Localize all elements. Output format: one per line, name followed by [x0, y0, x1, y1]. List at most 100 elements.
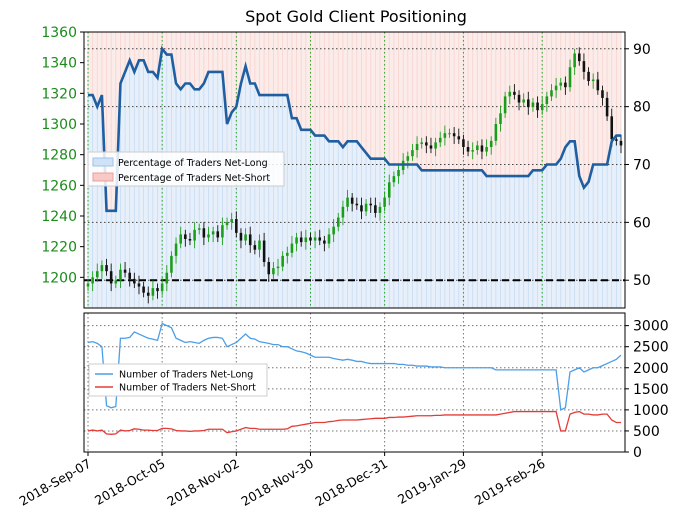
candle-body [165, 272, 169, 284]
candle-body [591, 79, 595, 82]
candle-body [244, 234, 247, 241]
candle-body [193, 229, 196, 241]
candle-body [197, 228, 201, 230]
candle-body [406, 156, 410, 161]
candle-body [545, 96, 549, 105]
candle-body [360, 205, 363, 212]
candle-body [415, 143, 419, 151]
left-tick-label: 1220 [41, 240, 77, 256]
candle-body [258, 240, 261, 250]
candle-body [508, 91, 512, 97]
x-tick-label: 2019-Feb-26 [472, 456, 548, 508]
candle-body [91, 277, 94, 284]
candle-body [146, 292, 150, 296]
candle-body [323, 240, 326, 244]
candle-body [109, 271, 113, 284]
x-tick-label: 2018-Nov-02 [164, 456, 241, 509]
candle-body [230, 219, 233, 223]
candle-body [480, 145, 484, 152]
top-legend-label: Percentage of Traders Net-Long [118, 158, 268, 169]
candle-body [128, 272, 131, 279]
right-tick-label: 60 [633, 215, 651, 231]
candle-body [86, 283, 90, 287]
candle-body [304, 237, 308, 243]
candle-body [369, 203, 373, 206]
right-tick-label: 90 [633, 42, 651, 58]
candle-body [499, 113, 502, 124]
net-short-area [88, 32, 621, 211]
candle-body [615, 139, 618, 141]
candle-body [355, 203, 359, 206]
candle-body [248, 234, 252, 246]
right-tick-label: 70 [633, 158, 651, 174]
candle-body [536, 102, 539, 111]
candle-body [374, 205, 377, 213]
right-tick-label: 2500 [633, 340, 669, 356]
candle-body [364, 203, 368, 212]
candle-body [476, 145, 479, 151]
candle-body [383, 197, 386, 207]
candle-body [202, 228, 206, 238]
candle-body [582, 61, 586, 72]
left-tick-label: 1280 [41, 148, 77, 164]
candle-body [313, 237, 317, 241]
candle-body [494, 124, 498, 141]
net-long-area [88, 48, 621, 308]
candle-body [100, 265, 104, 272]
candle-body [267, 262, 271, 275]
candle-body [281, 255, 284, 267]
candle-body [531, 102, 535, 108]
candle-body [221, 225, 224, 238]
net-long-count-line [87, 322, 622, 411]
candle-body [420, 142, 423, 144]
candle-body [156, 288, 159, 292]
candle-body [160, 283, 164, 292]
bottom-legend-label: Number of Traders Net-Long [119, 370, 253, 381]
bottom-plot-frame [83, 312, 626, 453]
candle-body [587, 71, 590, 82]
left-tick-label: 1240 [41, 209, 77, 225]
candle-body [457, 136, 461, 140]
candle-body [503, 96, 507, 114]
left-tick-label: 1340 [41, 56, 77, 72]
candle-body [327, 234, 331, 244]
candle-body [123, 269, 127, 273]
candle-body [318, 237, 322, 241]
candle-body [522, 99, 525, 103]
x-tick-label: 2018-Dec-31 [313, 456, 391, 509]
candle-body [443, 133, 447, 138]
candle-body [378, 206, 382, 213]
candle-body [397, 170, 400, 177]
x-tick-label: 2018-Oct-05 [92, 456, 168, 508]
candle-body [179, 234, 182, 244]
candle-body [272, 268, 275, 275]
candle-body [309, 237, 312, 241]
top-plot-frame [83, 31, 626, 309]
candle-body [485, 147, 488, 152]
right-tick-label: 1500 [633, 382, 669, 398]
candle-body [517, 94, 521, 103]
right-tick-label: 500 [633, 424, 660, 440]
candle-body [235, 219, 238, 233]
candle-body [448, 133, 451, 135]
candle-body [438, 137, 442, 143]
candle-body [137, 283, 141, 287]
candle-body [596, 79, 600, 91]
candle-body [605, 97, 609, 117]
candle-body [559, 82, 563, 86]
left-tick-label: 1300 [41, 117, 77, 133]
candle-body [387, 182, 391, 198]
candle-body [114, 280, 118, 284]
candle-body [452, 133, 456, 137]
chart-title: Spot Gold Client Positioning [245, 7, 467, 26]
candle-body [184, 234, 187, 239]
bottom-legend-label: Number of Traders Net-Short [119, 383, 256, 394]
candle-body [174, 243, 178, 256]
top-panel: 1200 1220 1240 1260 1280 1300 1320 1340 1360 50 60… [41, 25, 651, 309]
candle-body [429, 145, 433, 149]
candle-body [133, 278, 136, 284]
bottom-legend-box [88, 363, 268, 397]
top-legend-swatch [92, 157, 114, 167]
